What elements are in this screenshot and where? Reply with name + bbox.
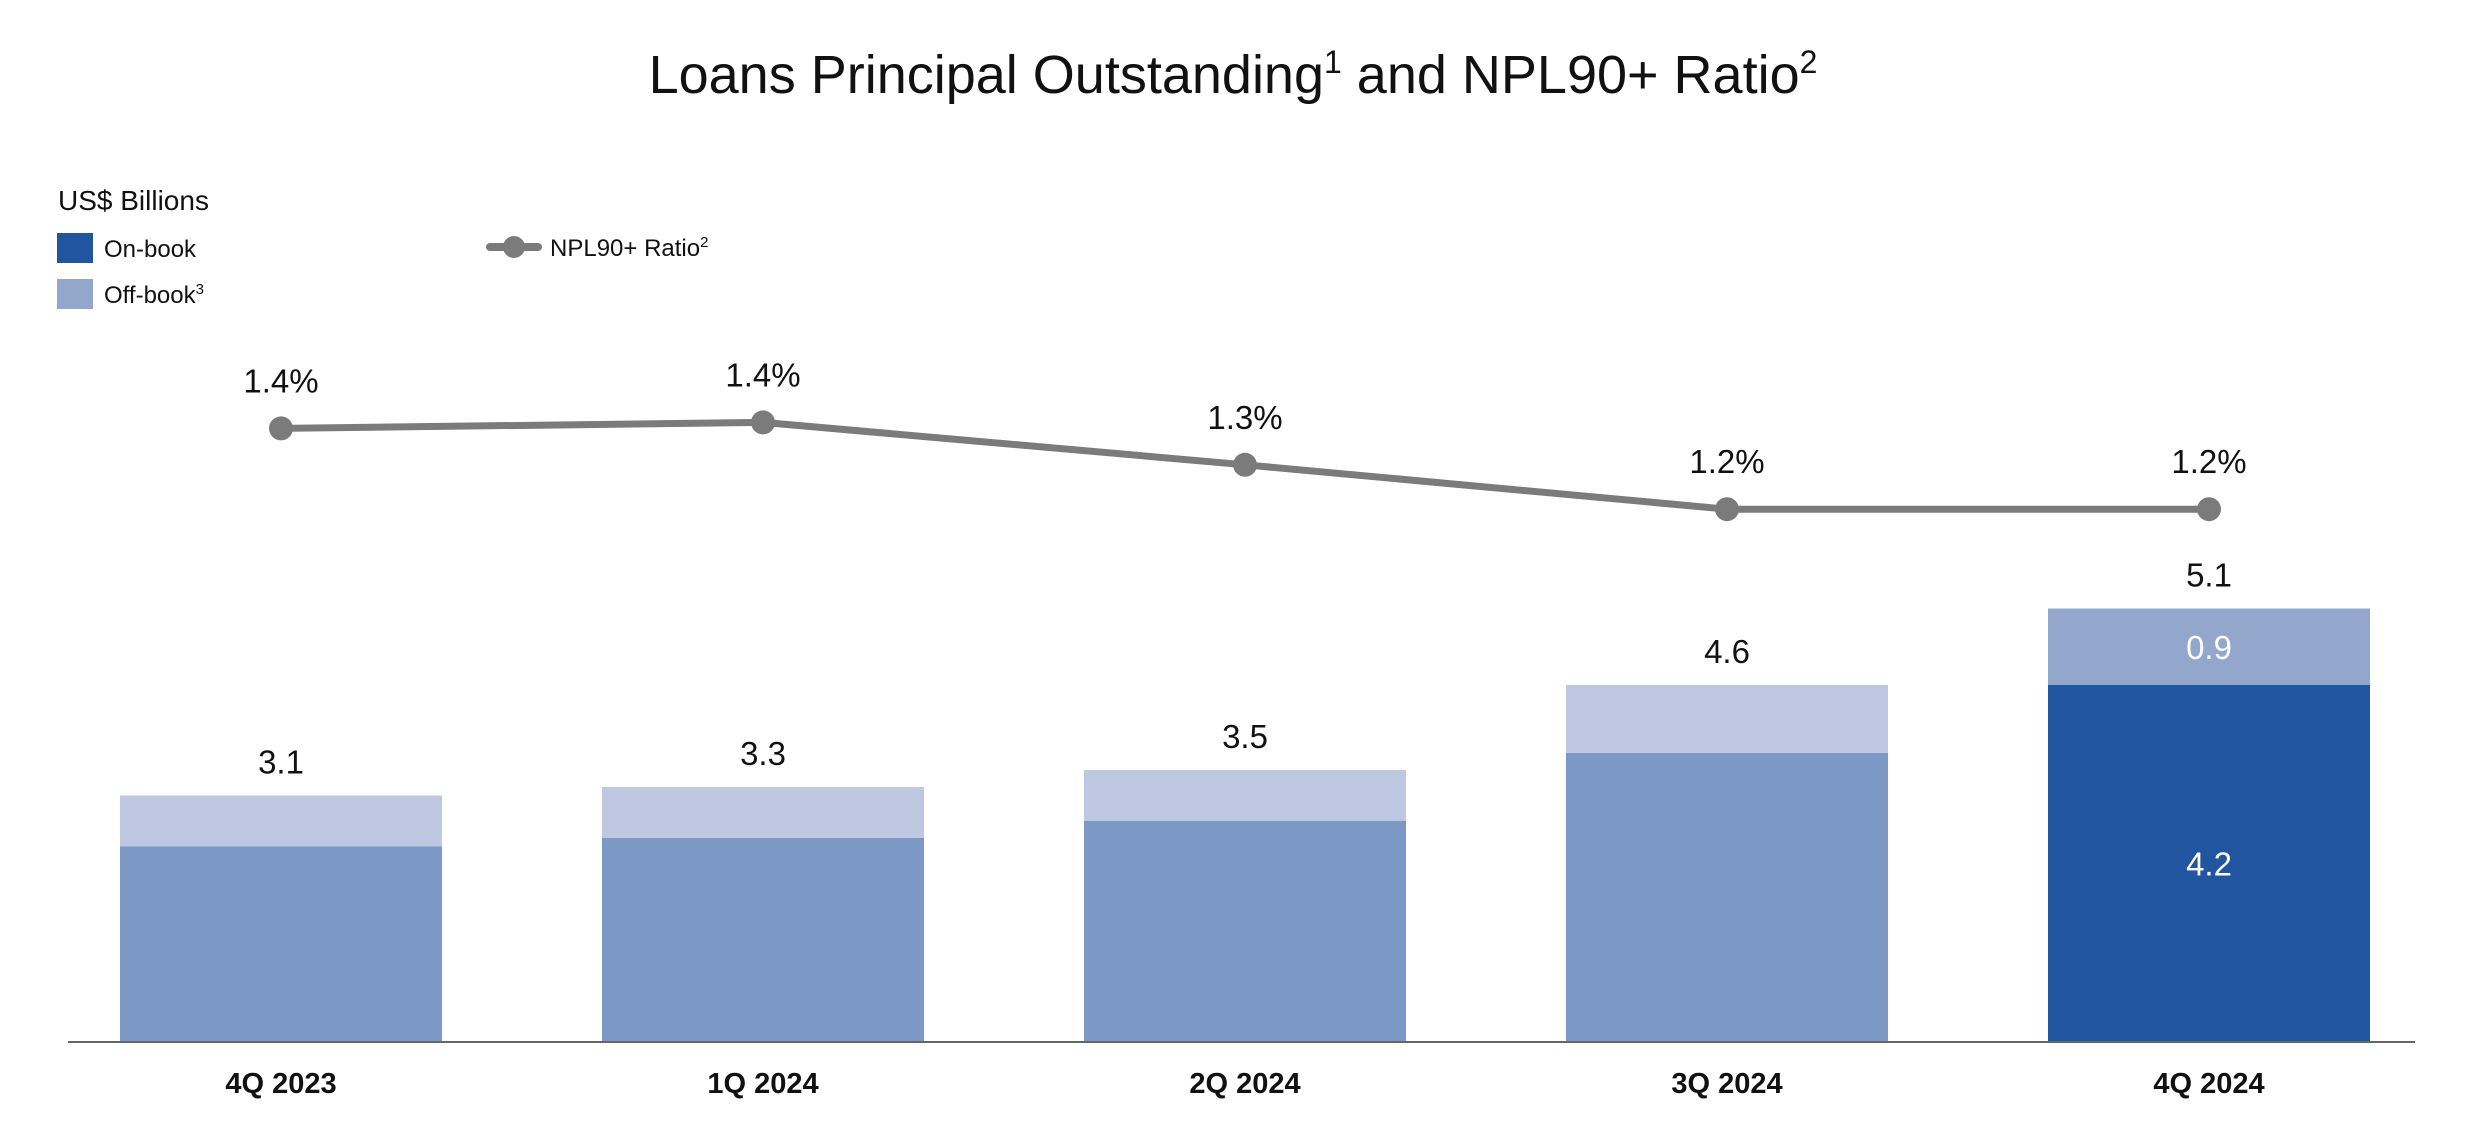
bar-total-label: 3.1 xyxy=(258,744,304,781)
bar-off-book-value-label: 0.9 xyxy=(2186,629,2232,666)
chart-title: Loans Principal Outstanding1 and NPL90+ … xyxy=(649,44,1818,105)
npl-ratio-point xyxy=(2197,497,2221,522)
npl-ratio-label: 1.3% xyxy=(1207,399,1282,436)
bar-total-label: 5.1 xyxy=(2186,557,2232,594)
npl-ratio-label: 1.2% xyxy=(2171,443,2246,480)
legend: On-book Off-book3 NPL90+ Ratio2 xyxy=(57,233,708,309)
bar-on-book xyxy=(1084,821,1406,1042)
bar-total-label: 3.3 xyxy=(740,735,786,772)
x-tick-label: 4Q 2023 xyxy=(225,1068,336,1100)
bar-on-book xyxy=(2048,685,2370,1042)
npl-ratio-label: 1.4% xyxy=(243,362,318,399)
bar-on-book xyxy=(120,846,442,1042)
legend-marker-npl-ratio xyxy=(503,236,525,258)
x-tick-label: 2Q 2024 xyxy=(1189,1068,1300,1100)
labels-layer: 3.1 4Q 2023 3.3 1Q 2024 3.5 2Q 2024 4.6 3Q 2024… xyxy=(225,557,2264,1101)
npl-ratio-label: 1.2% xyxy=(1689,443,1764,480)
npl-ratio-point xyxy=(269,416,293,441)
legend-label-on-book: On-book xyxy=(104,236,197,263)
npl-ratio-line-layer: 1.4% 1.4% 1.3% 1.2% 1.2% xyxy=(243,356,2247,522)
bar-off-book xyxy=(1566,685,1888,753)
npl-ratio-point xyxy=(1233,452,1257,477)
bar-off-book xyxy=(1084,770,1406,821)
legend-swatch-on-book xyxy=(57,233,93,263)
x-tick-label: 4Q 2024 xyxy=(2153,1068,2264,1100)
bar-total-label: 3.5 xyxy=(1222,718,1268,755)
unit-label: US$ Billions xyxy=(58,185,209,216)
legend-swatch-off-book xyxy=(57,279,93,309)
bar-on-book-value-label: 4.2 xyxy=(2186,846,2232,883)
x-tick-label: 1Q 2024 xyxy=(707,1068,818,1100)
bar-on-book xyxy=(1566,753,1888,1042)
npl-ratio-point xyxy=(751,410,775,435)
legend-label-off-book: Off-book3 xyxy=(104,281,204,309)
bar-on-book xyxy=(602,838,924,1042)
npl-ratio-point xyxy=(1715,497,1739,522)
x-tick-label: 3Q 2024 xyxy=(1671,1068,1782,1100)
bars-layer xyxy=(120,608,2370,1042)
bar-off-book xyxy=(120,795,442,847)
bar-total-label: 4.6 xyxy=(1704,633,1750,670)
bar-off-book xyxy=(602,787,924,838)
npl-ratio-label: 1.4% xyxy=(725,356,800,393)
bar-off-book xyxy=(2048,608,2370,685)
legend-label-npl-ratio: NPL90+ Ratio2 xyxy=(550,234,708,262)
